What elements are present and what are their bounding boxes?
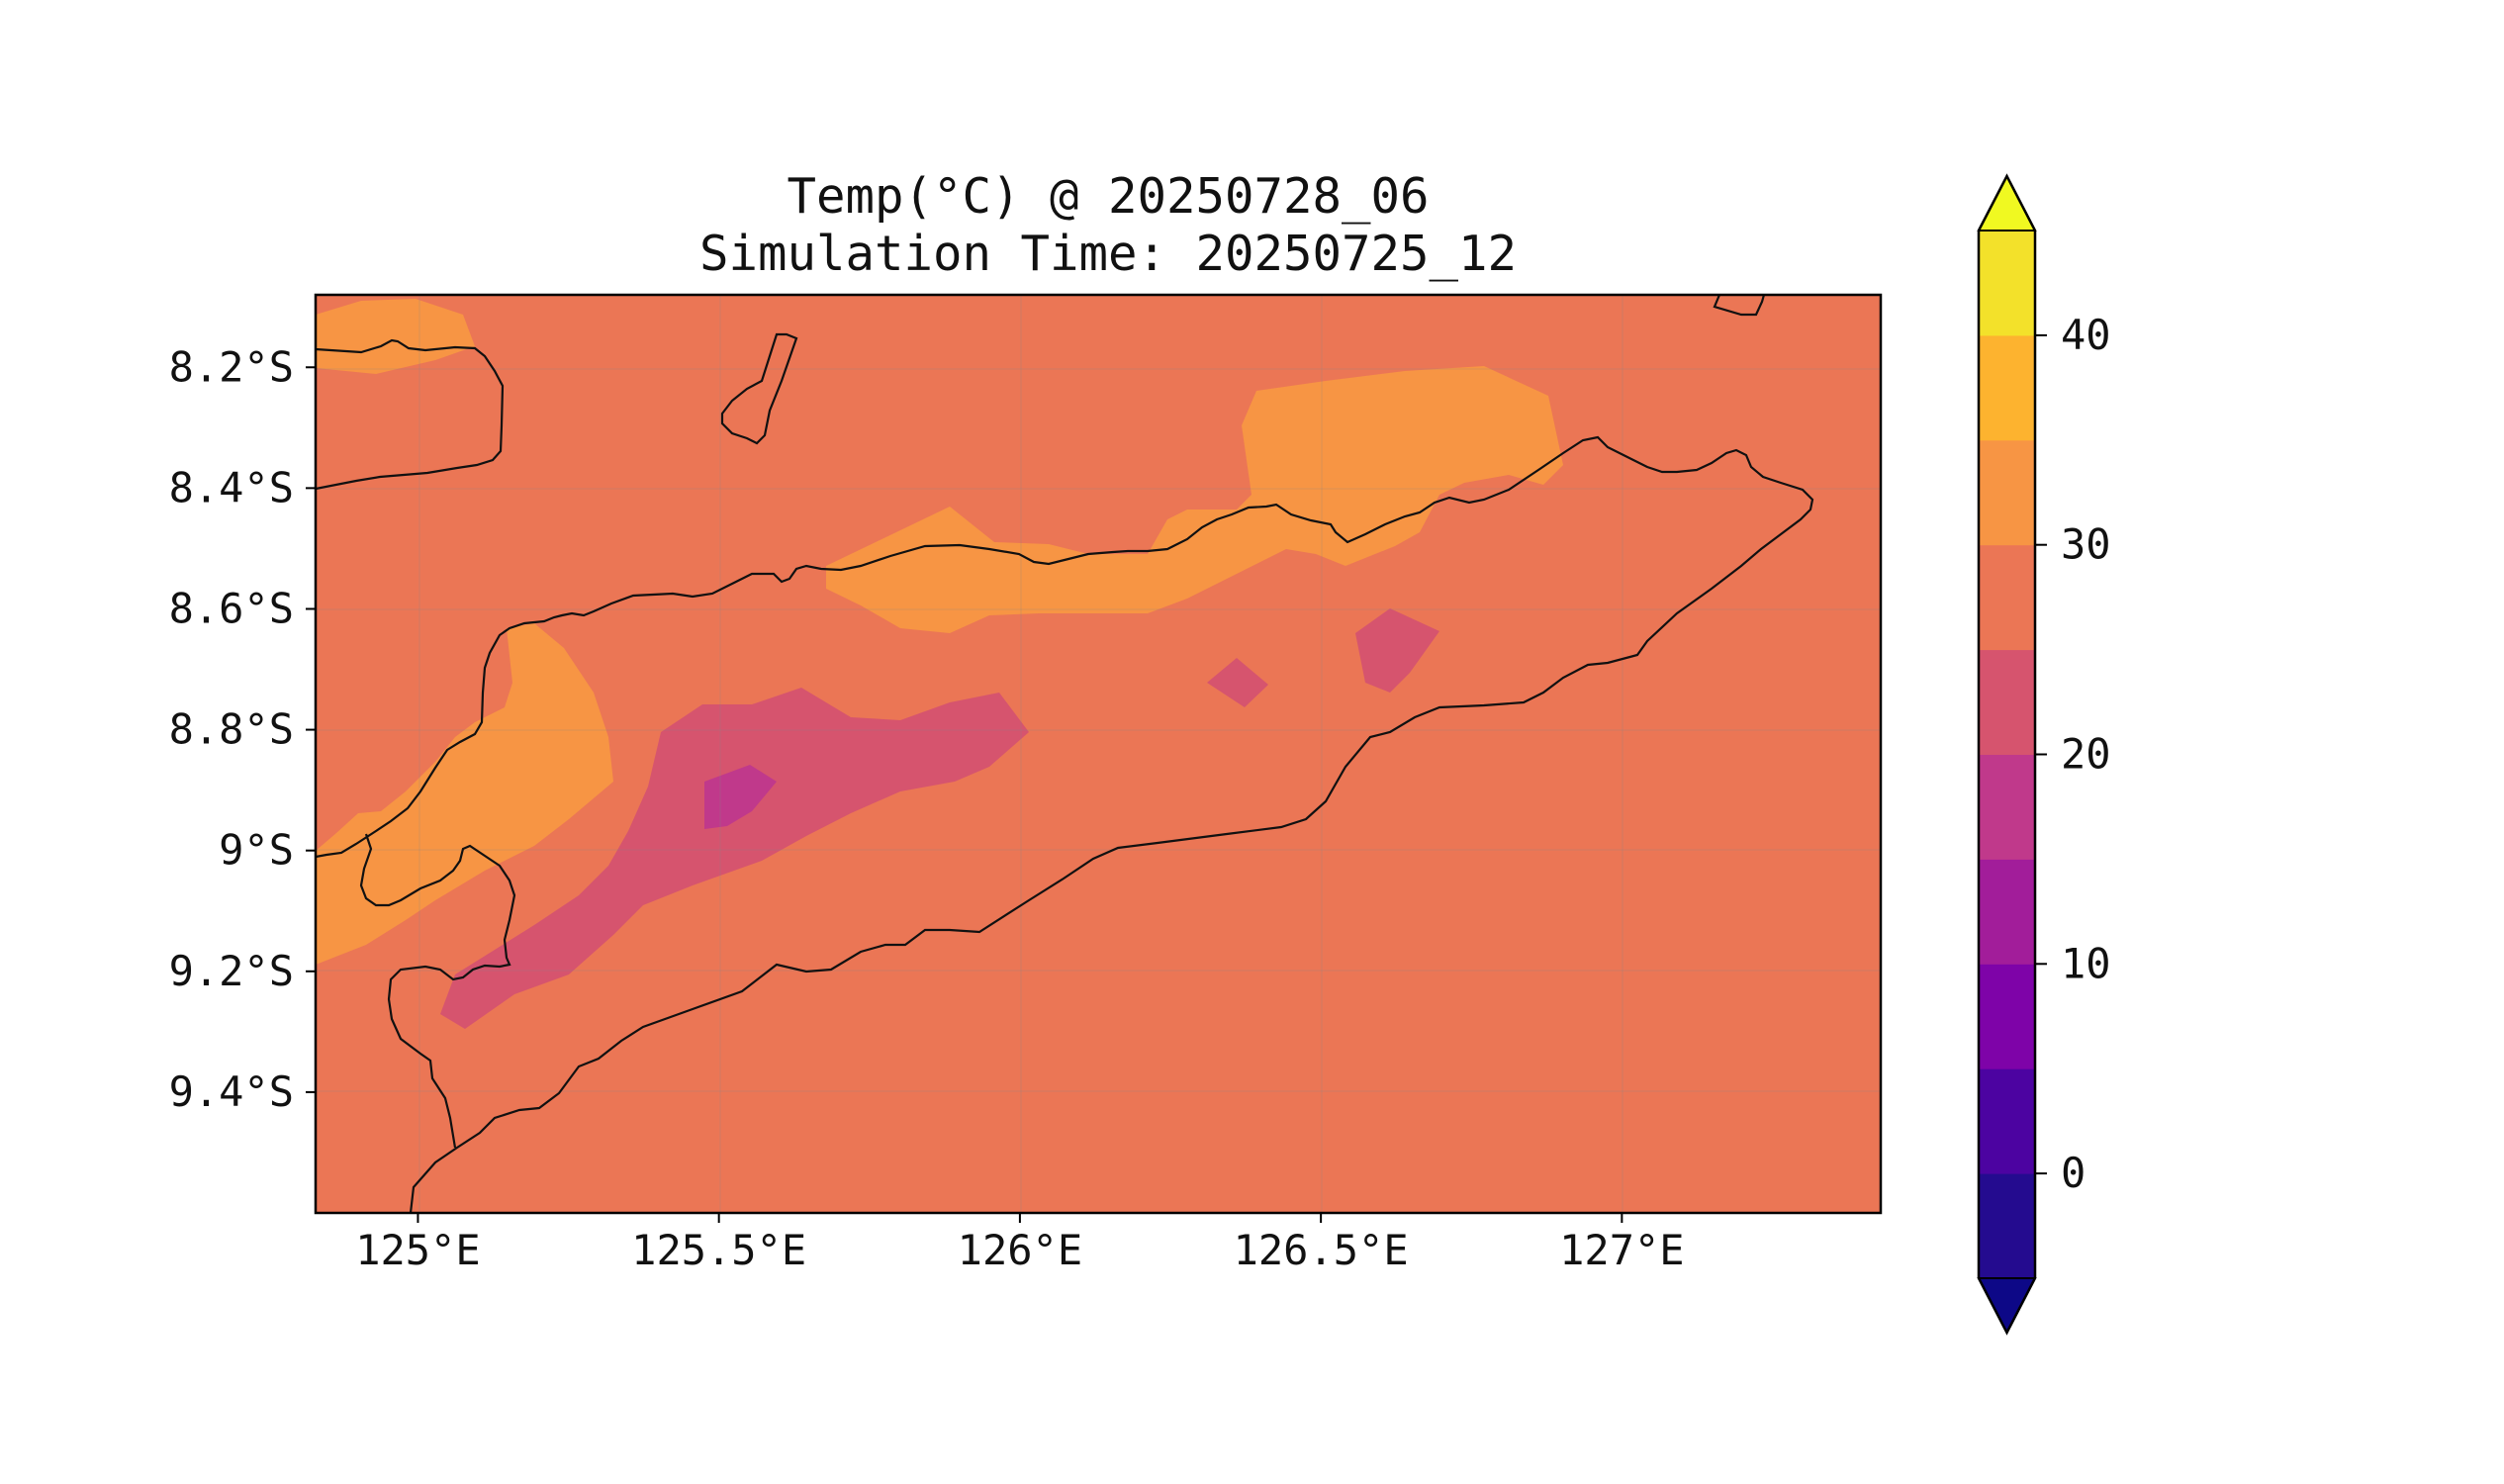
colorbar-segment xyxy=(1979,649,2035,755)
colorbar-over-arrow xyxy=(1977,173,2037,232)
x-axis-ticks: 125°E 125.5°E 126°E 126.5°E 127°E xyxy=(355,1213,1685,1274)
x-tick-label: 125.5°E xyxy=(631,1226,806,1274)
y-tick-label: 8.2°S xyxy=(169,342,294,391)
x-tick-label: 127°E xyxy=(1559,1226,1684,1274)
colorbar-outline xyxy=(1977,173,2037,1336)
colorbar: 0 10 20 30 40 xyxy=(1977,173,2111,1336)
colorbar-under-arrow xyxy=(1977,1277,2037,1336)
coastline-small-island xyxy=(720,332,798,445)
contour-region-30-35 xyxy=(316,623,613,965)
contour-region-30-35 xyxy=(826,366,1563,633)
colorbar-segment xyxy=(1979,964,2035,1069)
plot-title: Temp(°C) @ 20250728_06 xyxy=(787,168,1430,225)
y-tick-label: 9.4°S xyxy=(169,1067,294,1116)
colorbar-segment xyxy=(1979,334,2035,441)
colorbar-tick-label: 20 xyxy=(2061,730,2111,779)
contour-region-30-35 xyxy=(316,299,475,374)
map-area xyxy=(316,295,1881,1213)
contour-region-20-25 xyxy=(1207,658,1268,707)
gridlines xyxy=(316,295,1881,1213)
contour-region-15-20 xyxy=(704,765,777,829)
y-tick-label: 9.2°S xyxy=(169,947,294,995)
x-tick-label: 125°E xyxy=(355,1226,480,1274)
colorbar-segment xyxy=(1979,1068,2035,1174)
coastline-west-peninsula xyxy=(359,833,516,1149)
y-tick-label: 8.6°S xyxy=(169,584,294,632)
colorbar-segment xyxy=(1979,439,2035,546)
colorbar-tick-label: 10 xyxy=(2061,939,2111,987)
contour-region-20-25 xyxy=(440,688,1029,1029)
y-axis-ticks: 8.2°S 8.4°S 8.6°S 8.8°S 9°S 9.2°S 9.4°S xyxy=(169,342,316,1116)
colorbar-segment xyxy=(1979,754,2035,860)
colorbar-tick-label: 40 xyxy=(2061,311,2111,359)
colorbar-tick-label: 30 xyxy=(2061,520,2111,569)
coastline-northeast-islet xyxy=(1713,295,1766,317)
map-frame xyxy=(314,293,1883,1215)
colorbar-segment xyxy=(1979,1173,2035,1279)
colorbar-tick-label: 0 xyxy=(2061,1149,2086,1197)
colorbar-segment xyxy=(1979,859,2035,965)
x-tick-label: 126°E xyxy=(958,1226,1082,1274)
coastlines xyxy=(316,295,1814,1213)
plot-subtitle: Simulation Time: 20250725_12 xyxy=(698,226,1517,282)
y-tick-label: 9°S xyxy=(219,826,294,875)
coastline-main-island xyxy=(316,435,1814,1213)
colorbar-segment xyxy=(1979,231,2035,336)
coastline-northwest-island xyxy=(316,338,505,491)
x-tick-label: 126.5°E xyxy=(1234,1226,1409,1274)
y-tick-label: 8.8°S xyxy=(169,705,294,754)
contour-region-20-25 xyxy=(1355,608,1439,693)
colorbar-segment xyxy=(1979,544,2035,651)
y-tick-label: 8.4°S xyxy=(169,463,294,511)
